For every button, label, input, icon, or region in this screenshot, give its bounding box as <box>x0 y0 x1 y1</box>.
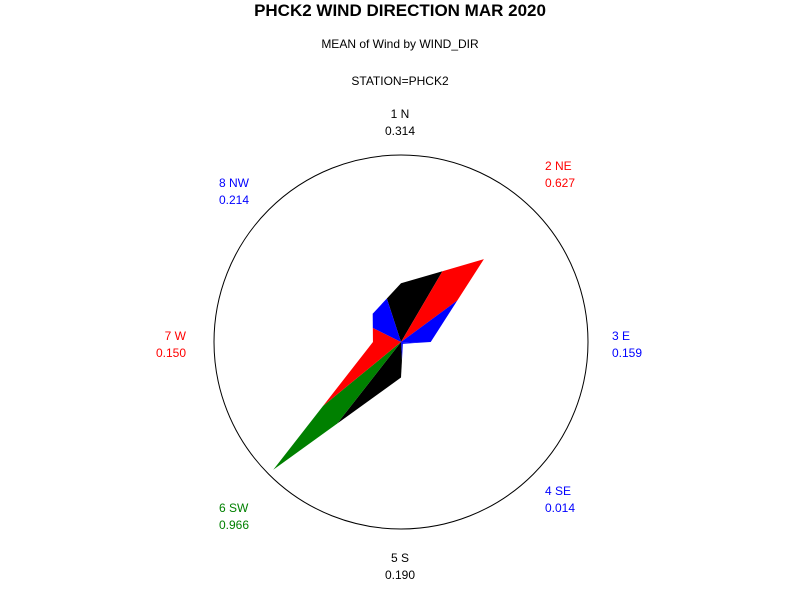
outer-circle <box>213 154 589 530</box>
direction-label: 7 W <box>165 329 187 343</box>
direction-label: 1 N <box>391 107 410 121</box>
direction-label: 4 SE <box>545 484 571 498</box>
direction-value-label: 0.966 <box>219 518 249 532</box>
chart-title: PHCK2 WIND DIRECTION MAR 2020 <box>254 1 546 20</box>
chart-subtitle: MEAN of Wind by WIND_DIR <box>321 37 479 51</box>
slice-e <box>401 300 458 343</box>
slice-se <box>401 342 417 361</box>
slice-ne <box>401 259 484 342</box>
slice-w <box>323 327 401 406</box>
slice-s <box>337 342 402 424</box>
slice-nw <box>372 298 401 342</box>
slice-sw <box>273 342 401 470</box>
direction-value-label: 0.627 <box>545 176 575 190</box>
slice-n <box>386 271 443 342</box>
direction-value-label: 0.214 <box>219 193 249 207</box>
direction-value-label: 0.150 <box>156 346 186 360</box>
direction-value-label: 0.014 <box>545 501 575 515</box>
rose-labels: 1 N 0.314 2 NE 0.627 3 E 0.159 4 SE 0.014 5 S 0.1… <box>156 107 642 582</box>
direction-label: 2 NE <box>545 159 572 173</box>
station-label: STATION=PHCK2 <box>351 74 449 88</box>
rose-slices <box>273 259 484 470</box>
direction-label: 5 S <box>391 551 409 565</box>
direction-label: 8 NW <box>219 176 250 190</box>
direction-label: 3 E <box>612 329 630 343</box>
direction-value-label: 0.190 <box>385 568 415 582</box>
direction-label: 6 SW <box>219 501 249 515</box>
direction-value-label: 0.159 <box>612 346 642 360</box>
direction-value-label: 0.314 <box>385 124 415 138</box>
